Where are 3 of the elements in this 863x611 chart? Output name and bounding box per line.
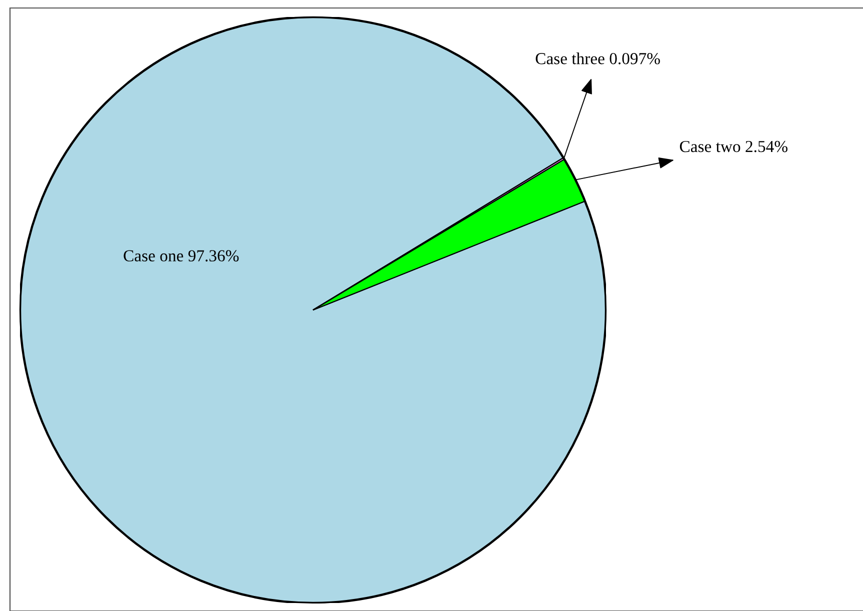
slice-label: Case three 0.097%	[536, 52, 660, 64]
slice-label: Case two 2.54%	[680, 140, 788, 152]
slice-label: Case one 97.36%	[124, 250, 239, 262]
